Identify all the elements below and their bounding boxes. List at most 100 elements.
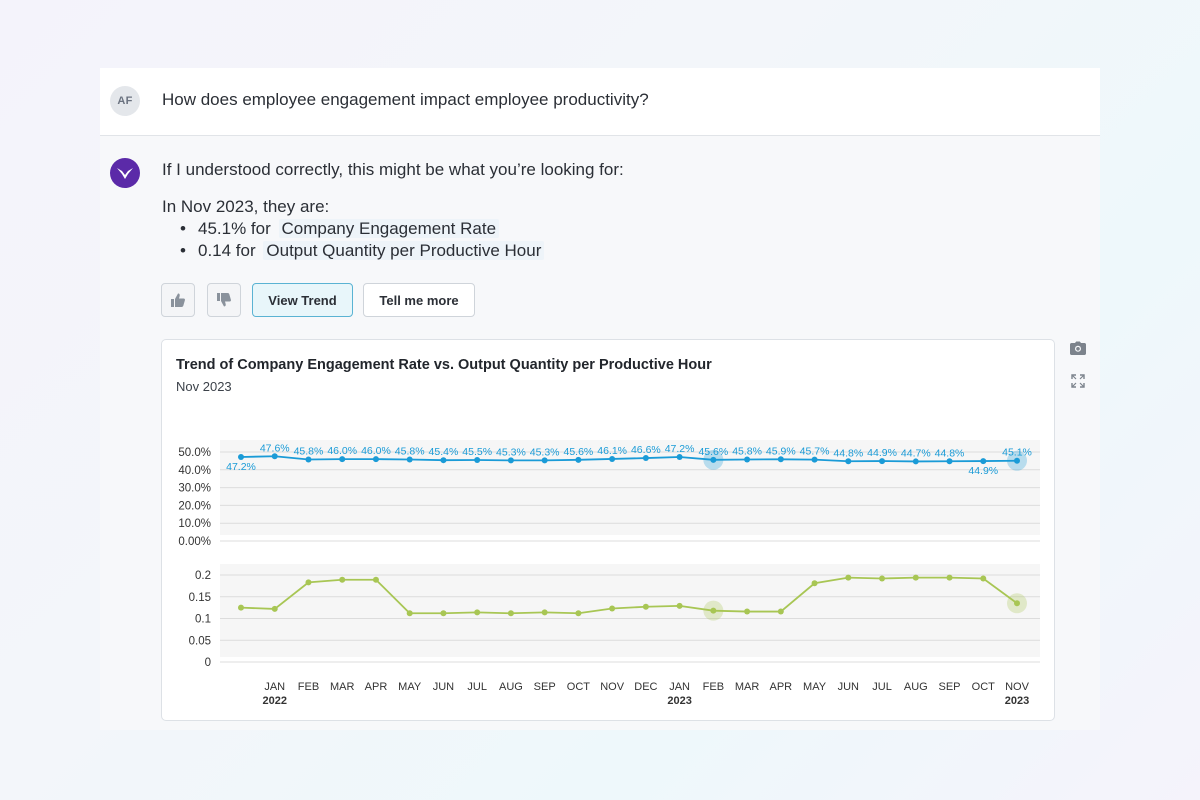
- data-point: [372, 576, 379, 583]
- bullet-value: 45.1% for: [198, 219, 271, 238]
- x-tick-label: APR: [365, 681, 388, 693]
- y-tick-label: 0.1: [195, 614, 211, 626]
- data-point: [238, 604, 244, 611]
- question-text: How does employee engagement impact empl…: [162, 90, 649, 109]
- data-point: [305, 456, 312, 463]
- expand-icon: [1071, 374, 1085, 388]
- x-tick-label: FEB: [703, 681, 724, 693]
- x-tick-label: FEB: [298, 681, 319, 693]
- y-tick-label: 0.05: [189, 635, 211, 647]
- data-point: [676, 453, 683, 460]
- answer-month-line: In Nov 2023, they are:: [162, 197, 330, 216]
- expand-button[interactable]: [1068, 371, 1088, 391]
- trend-chart-card: Trend of Company Engagement Rate vs. Out…: [161, 339, 1055, 721]
- data-label: 45.6%: [698, 446, 728, 458]
- series-line: [240, 455, 1018, 463]
- data-label: 45.3%: [496, 446, 526, 458]
- data-label: 45.8%: [732, 445, 762, 457]
- chart-subtitle: Nov 2023: [176, 379, 232, 394]
- data-point: [507, 610, 514, 617]
- data-point: [541, 609, 548, 616]
- data-point: [777, 456, 784, 463]
- thumbs-down-button[interactable]: [207, 283, 241, 317]
- data-point: [271, 453, 278, 460]
- data-point: [879, 575, 886, 582]
- bullet-item: 0.14 for Output Quantity per Productive …: [180, 240, 545, 262]
- x-tick-label: OCT: [567, 681, 591, 693]
- data-point: [1014, 457, 1020, 464]
- tell-me-more-button[interactable]: Tell me more: [363, 283, 475, 317]
- x-tick-label: MAR: [735, 681, 760, 693]
- bullet-item: 45.1% for Company Engagement Rate: [180, 218, 544, 240]
- data-point: [541, 457, 548, 464]
- x-tick-label: AUG: [904, 681, 928, 693]
- x-year-label: 2023: [1005, 695, 1029, 707]
- data-label: 46.1%: [597, 445, 627, 457]
- x-tick-label: JUN: [433, 681, 454, 693]
- data-point: [440, 610, 447, 617]
- x-tick-label: JUL: [872, 681, 892, 693]
- data-point: [575, 610, 582, 617]
- x-tick-label: DEC: [634, 681, 657, 693]
- data-point: [777, 608, 784, 615]
- x-tick-label: MAY: [398, 681, 422, 693]
- data-label: 47.2%: [665, 443, 695, 455]
- data-point: [507, 457, 514, 464]
- thumbs-down-icon: [217, 293, 231, 307]
- data-point: [980, 458, 987, 465]
- x-tick-label: APR: [770, 681, 793, 693]
- data-label: 44.8%: [833, 447, 863, 459]
- data-point: [912, 458, 919, 465]
- data-label: 46.6%: [631, 444, 661, 456]
- data-label: 45.7%: [800, 446, 830, 458]
- view-trend-button[interactable]: View Trend: [252, 283, 353, 317]
- thumbs-up-icon: [171, 293, 185, 307]
- data-point: [811, 580, 818, 587]
- x-tick-label: OCT: [972, 681, 996, 693]
- data-point: [474, 457, 481, 464]
- y-tick-label: 0.2: [195, 570, 211, 582]
- data-point: [811, 456, 818, 463]
- y-tick-label: 30.0%: [178, 483, 211, 495]
- data-point: [339, 456, 346, 463]
- data-point: [406, 610, 413, 617]
- data-point: [271, 605, 278, 612]
- data-point: [676, 602, 683, 609]
- x-tick-label: SEP: [939, 681, 961, 693]
- data-point: [642, 603, 649, 610]
- trend-chart: 0.00% 10.0% 20.0% 30.0% 40.0% 50.0% 47.2% 47.6%…: [178, 440, 1040, 707]
- x-tick-label: JAN: [669, 681, 690, 693]
- data-point: [946, 458, 953, 465]
- metric-chip-output[interactable]: Output Quantity per Productive Hour: [263, 241, 545, 260]
- x-year-label: 2023: [667, 695, 691, 707]
- x-tick-label: MAY: [803, 681, 827, 693]
- camera-icon: [1070, 341, 1086, 355]
- assistant-logo-icon: [110, 158, 140, 188]
- screenshot-button[interactable]: [1068, 338, 1088, 358]
- data-label: 45.8%: [294, 445, 324, 457]
- thumbs-up-button[interactable]: [161, 283, 195, 317]
- data-point: [912, 574, 919, 581]
- y-tick-label: 0: [205, 657, 211, 669]
- y-tick-label: 50.0%: [178, 447, 211, 459]
- data-point: [609, 455, 616, 462]
- y-tick-label: 40.0%: [178, 465, 211, 477]
- series-line: [240, 576, 1018, 615]
- data-label: 45.5%: [462, 446, 492, 458]
- answer-bullets: 45.1% for Company Engagement Rate 0.14 f…: [180, 218, 545, 262]
- chat-panel: AF How does employee engagement impact e…: [100, 68, 1100, 730]
- data-point: [710, 456, 717, 463]
- data-point: [1014, 600, 1020, 607]
- chart-title: Trend of Company Engagement Rate vs. Out…: [176, 357, 712, 373]
- data-point: [406, 456, 413, 463]
- x-year-label: 2022: [262, 695, 286, 707]
- user-question-row: AF How does employee engagement impact e…: [100, 68, 1100, 136]
- data-label: 44.9%: [968, 465, 998, 477]
- data-label: 47.6%: [260, 442, 290, 454]
- data-label: 46.0%: [327, 445, 357, 457]
- metric-chip-engagement[interactable]: Company Engagement Rate: [278, 219, 500, 238]
- data-point: [744, 456, 751, 463]
- user-avatar: AF: [110, 86, 140, 116]
- x-tick-label: JUN: [838, 681, 859, 693]
- data-label: 46.0%: [361, 445, 391, 457]
